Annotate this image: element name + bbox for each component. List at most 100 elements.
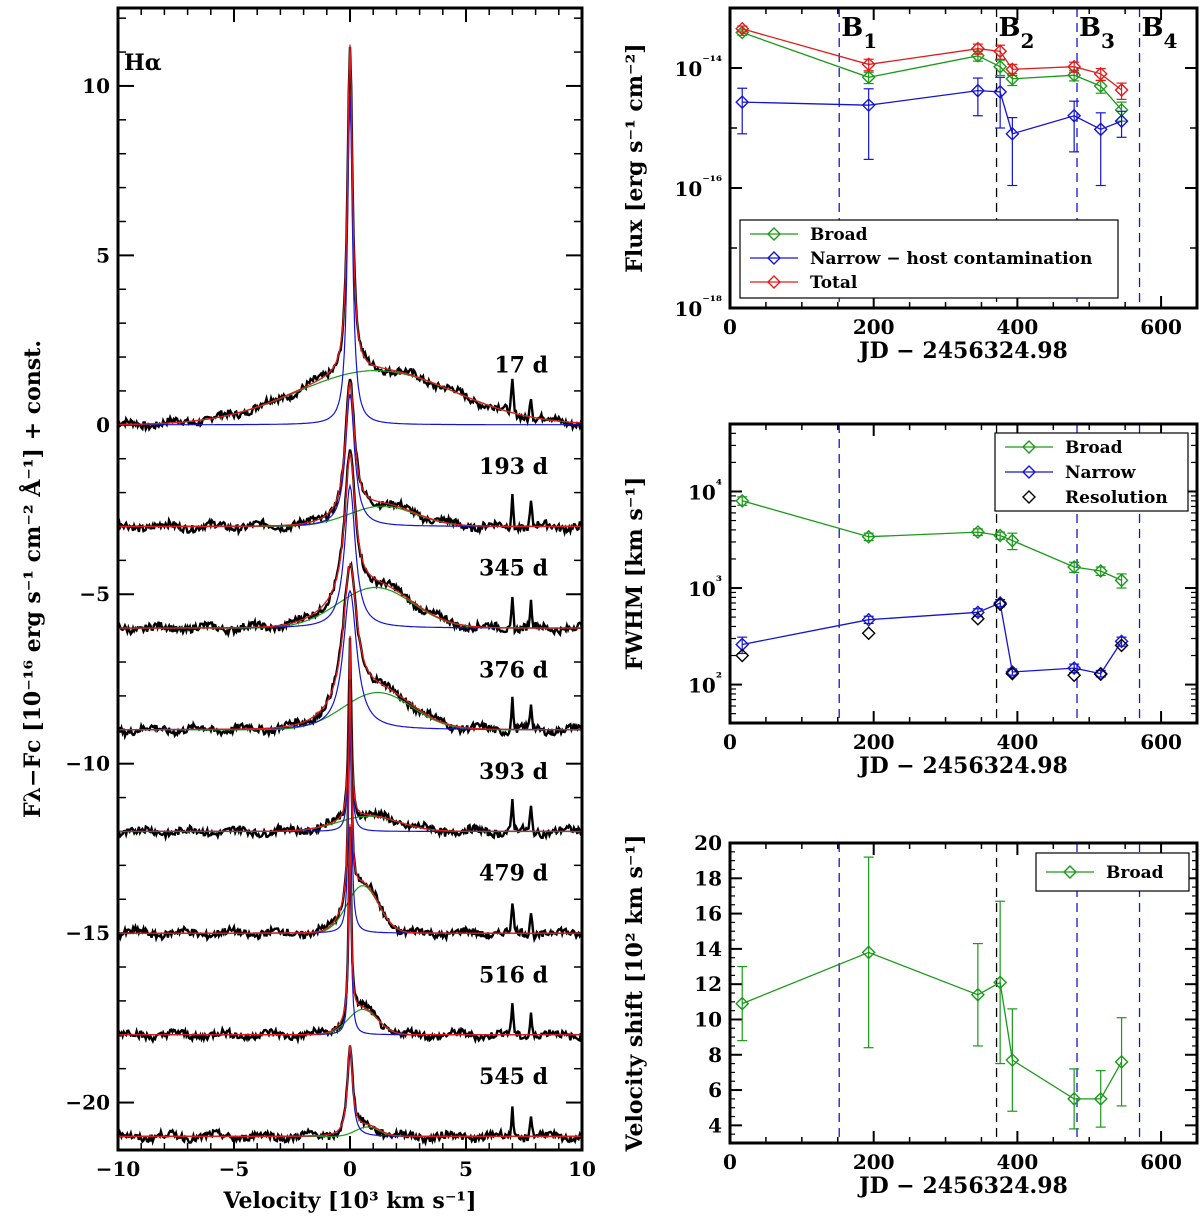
broad-component-curve bbox=[118, 1126, 582, 1137]
legend: Broad Narrow Resolution bbox=[994, 432, 1189, 512]
legend-marker bbox=[767, 275, 781, 289]
fwhm-panel: 0 200 400 600 10² 10³ 10⁴ Broad Narrow Resolution… bbox=[622, 422, 1199, 779]
axes-frame bbox=[728, 6, 1199, 310]
axes-frame bbox=[728, 841, 1199, 1145]
data-point-marker bbox=[993, 528, 1008, 543]
y-tick-label: 10 bbox=[82, 74, 110, 98]
total-fit-curve bbox=[118, 381, 582, 528]
data-point-marker bbox=[1005, 665, 1020, 679]
y-tick-label: −10 bbox=[65, 752, 110, 776]
data-point-marker bbox=[1005, 1053, 1020, 1068]
series-broad bbox=[735, 856, 1129, 1130]
data-point-marker bbox=[1114, 634, 1129, 649]
y-tick-label: 10⁻¹⁸ bbox=[675, 294, 723, 321]
spectrum-epoch: 545 d bbox=[116, 1045, 584, 1147]
series-line bbox=[742, 602, 1123, 675]
y-tick-label: 16 bbox=[694, 902, 722, 926]
y-axis-label: Flux [erg s⁻¹ cm⁻²] bbox=[622, 43, 648, 272]
velocity-shift-panel: 0 200 400 600 4 6 8 10 12 14 16 18 20 Broad JD − 24563… bbox=[622, 831, 1199, 1199]
y-tick-label: 0 bbox=[96, 413, 110, 437]
data-point-marker bbox=[970, 605, 985, 620]
observed-spectrum bbox=[116, 560, 584, 741]
x-tick-label: 600 bbox=[1140, 1150, 1182, 1174]
y-tick-label: 10² bbox=[688, 671, 722, 698]
data-point-marker bbox=[970, 987, 985, 1002]
spectra-axes-frame bbox=[116, 6, 584, 1152]
data-point-marker bbox=[1114, 83, 1129, 97]
x-tick-label: 5 bbox=[459, 1157, 473, 1181]
y-tick-label: 6 bbox=[708, 1078, 722, 1102]
legend-label: Narrow − host contamination bbox=[810, 249, 1092, 269]
legend-marker bbox=[1063, 865, 1077, 879]
x-tick-label: 10 bbox=[568, 1157, 596, 1181]
x-tick-label: 0 bbox=[723, 315, 737, 339]
flux-panel: 0 200 400 600 10⁻¹⁸ 10⁻¹⁶ 10⁻¹⁴ B1 B2 B3 B4 Broad Na… bbox=[622, 6, 1199, 364]
data-point-marker bbox=[993, 595, 1008, 610]
y-tick-label: 10⁻¹⁴ bbox=[675, 54, 723, 81]
data-point-marker bbox=[1114, 114, 1129, 129]
data-point-marker bbox=[970, 83, 985, 98]
x-tick-label: −10 bbox=[96, 1157, 141, 1181]
legend-label: Resolution bbox=[1065, 488, 1168, 508]
spectrum-epoch: 345 d bbox=[116, 449, 584, 638]
epoch-label: 376 d bbox=[479, 657, 548, 683]
legend: Broad bbox=[1035, 852, 1190, 892]
axes-frame bbox=[728, 422, 1199, 725]
total-fit-curve bbox=[118, 44, 583, 426]
boundary-label: B3 bbox=[1079, 13, 1115, 53]
x-axis-label: Velocity [10³ km s⁻¹] bbox=[223, 1188, 477, 1214]
data-point-marker bbox=[1005, 666, 1020, 681]
data-point-marker bbox=[1093, 667, 1108, 682]
data-point-marker bbox=[735, 996, 750, 1011]
data-point-marker bbox=[861, 70, 876, 85]
y-axis-label: Fλ−Fc [10⁻¹⁶ erg s⁻¹ cm⁻² Å⁻¹] + const. bbox=[19, 340, 46, 818]
data-point-marker bbox=[1093, 66, 1108, 81]
boundary-label: B1 bbox=[841, 13, 877, 53]
x-tick-label: 200 bbox=[853, 1150, 895, 1174]
data-point-marker bbox=[970, 41, 985, 56]
series-line bbox=[742, 500, 1122, 581]
spectrum-epoch: 479 d bbox=[116, 675, 583, 944]
x-axis-label: JD − 2456324.98 bbox=[857, 753, 1068, 779]
legend-label: Total bbox=[810, 273, 858, 293]
data-point-marker bbox=[735, 95, 750, 110]
data-point-marker bbox=[1067, 668, 1082, 683]
observed-spectrum bbox=[116, 1045, 584, 1147]
data-point-marker bbox=[1114, 573, 1129, 588]
x-tick-label: 400 bbox=[997, 315, 1039, 339]
x-axis-label: JD − 2456324.98 bbox=[857, 338, 1068, 364]
data-point-marker bbox=[993, 975, 1008, 990]
data-point-marker bbox=[1067, 661, 1082, 676]
data-point-marker bbox=[861, 626, 876, 641]
legend-box bbox=[739, 219, 1119, 299]
series-broad bbox=[735, 493, 1129, 589]
epoch-label: 193 d bbox=[479, 454, 548, 480]
x-tick-label: −5 bbox=[219, 1157, 250, 1181]
data-point-marker bbox=[1093, 122, 1108, 137]
data-point-marker bbox=[1093, 1091, 1108, 1106]
series-narrow bbox=[735, 595, 1129, 681]
epoch-label: 479 d bbox=[479, 861, 548, 887]
data-point-marker bbox=[1067, 560, 1082, 575]
data-point-marker bbox=[735, 648, 750, 663]
legend-label: Narrow bbox=[1065, 463, 1136, 483]
legend-marker bbox=[767, 227, 781, 241]
y-axis-label: Velocity shift [10² km s⁻¹] bbox=[622, 834, 648, 1152]
series-total bbox=[735, 21, 1129, 100]
spectrum-epoch: 393 d bbox=[116, 635, 583, 842]
x-tick-label: 600 bbox=[1140, 730, 1182, 754]
legend-label: Broad bbox=[1106, 863, 1164, 883]
total-fit-curve bbox=[118, 451, 582, 629]
y-axis-label: FWHM [km s⁻¹] bbox=[622, 477, 648, 671]
y-tick-label: 12 bbox=[694, 972, 722, 996]
x-tick-label: 0 bbox=[343, 1157, 357, 1181]
y-tick-label: 18 bbox=[694, 866, 722, 890]
x-tick-label: 0 bbox=[723, 1150, 737, 1174]
data-point-marker bbox=[1005, 126, 1020, 141]
epoch-label: 516 d bbox=[479, 962, 548, 988]
data-point-marker bbox=[735, 21, 750, 36]
epoch-label: 345 d bbox=[479, 556, 548, 582]
legend-marker bbox=[1022, 490, 1036, 504]
data-point-marker bbox=[1005, 71, 1020, 86]
